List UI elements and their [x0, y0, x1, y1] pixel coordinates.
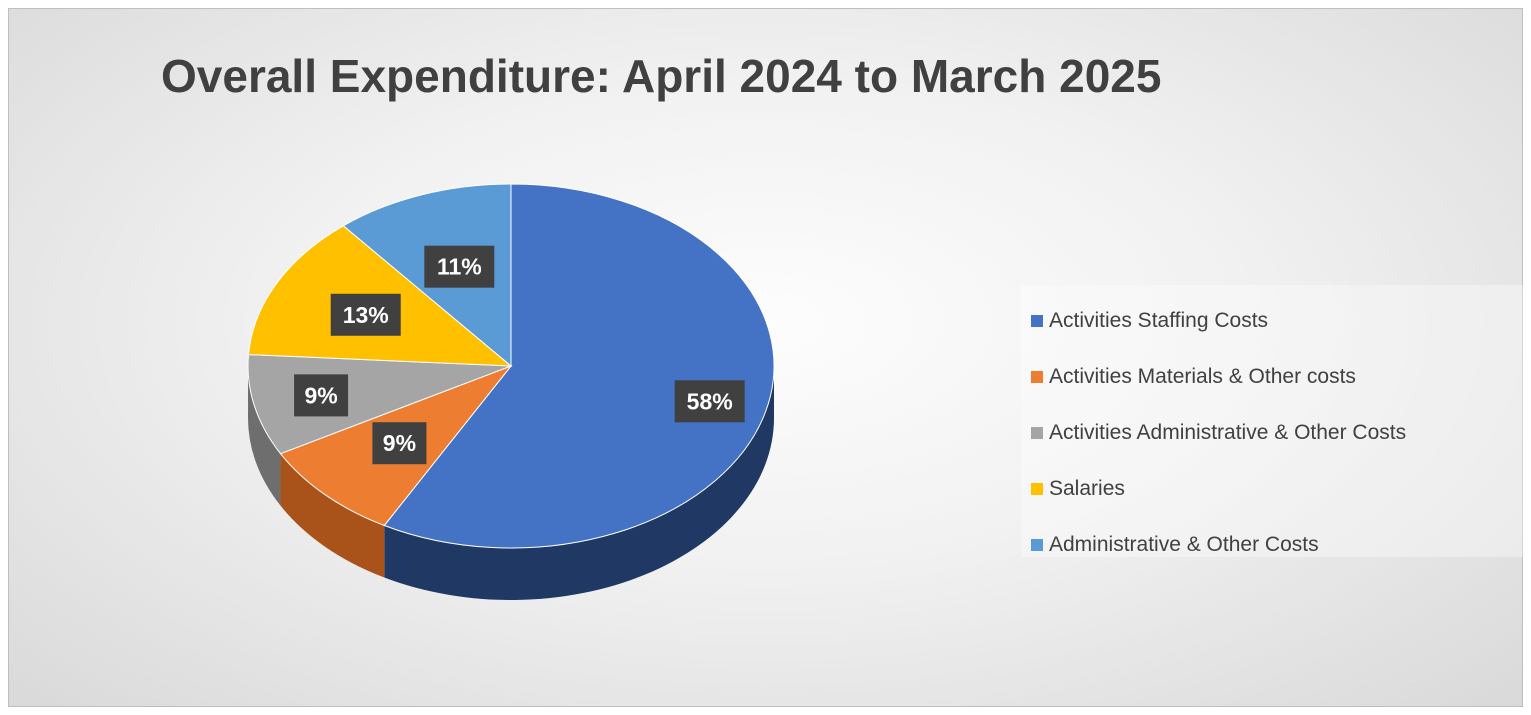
legend-swatch-1 — [1031, 371, 1043, 383]
data-label-box-0 — [674, 380, 745, 423]
legend-label-3: Salaries — [1049, 477, 1125, 500]
data-label-box-3 — [330, 293, 401, 336]
chart-area: Overall Expenditure: April 2024 to March… — [8, 8, 1529, 707]
legend-item-1: Activities Materials & Other costs — [1031, 349, 1529, 405]
data-label-box-4 — [424, 245, 495, 288]
pie-slice-side-1 — [280, 453, 385, 578]
legend-swatch-3 — [1031, 483, 1043, 495]
pie-slice-0 — [383, 183, 775, 549]
data-label-1: 9% — [383, 430, 416, 456]
chart-title: Overall Expenditure: April 2024 to March… — [161, 50, 1162, 102]
legend-item-4: Administrative & Other Costs — [1031, 517, 1529, 573]
legend-label-1: Activities Materials & Other costs — [1049, 365, 1356, 388]
legend-swatch-2 — [1031, 427, 1043, 439]
data-label-2: 9% — [304, 382, 337, 408]
legend-swatch-4 — [1031, 539, 1043, 551]
pie-slice-side-0 — [384, 366, 774, 600]
pie-label-group: 58% 9% 9% 13% 11% — [294, 245, 745, 465]
legend-item-2: Activities Administrative & Other Costs — [1031, 405, 1529, 461]
data-label-4: 11% — [437, 254, 482, 280]
legend-label-4: Administrative & Other Costs — [1049, 533, 1319, 556]
data-label-3: 13% — [343, 302, 389, 328]
data-label-box-1 — [372, 422, 427, 465]
pie-side-group — [248, 366, 774, 600]
pie-top-group — [247, 183, 775, 549]
pie-slice-side-2 — [248, 366, 281, 506]
legend-item-3: Salaries — [1031, 461, 1529, 517]
legend-swatch-0 — [1031, 315, 1043, 327]
data-label-0: 58% — [687, 388, 733, 414]
pie-chart: 58% 9% 9% 13% 11% — [247, 183, 775, 600]
legend-label-2: Activities Administrative & Other Costs — [1049, 421, 1407, 444]
data-label-box-2 — [294, 374, 349, 417]
legend-label-0: Activities Staffing Costs — [1049, 309, 1269, 332]
legend: Activities Staffing Costs Activities Mate… — [1021, 285, 1529, 557]
legend-item-0: Activities Staffing Costs — [1031, 293, 1529, 349]
